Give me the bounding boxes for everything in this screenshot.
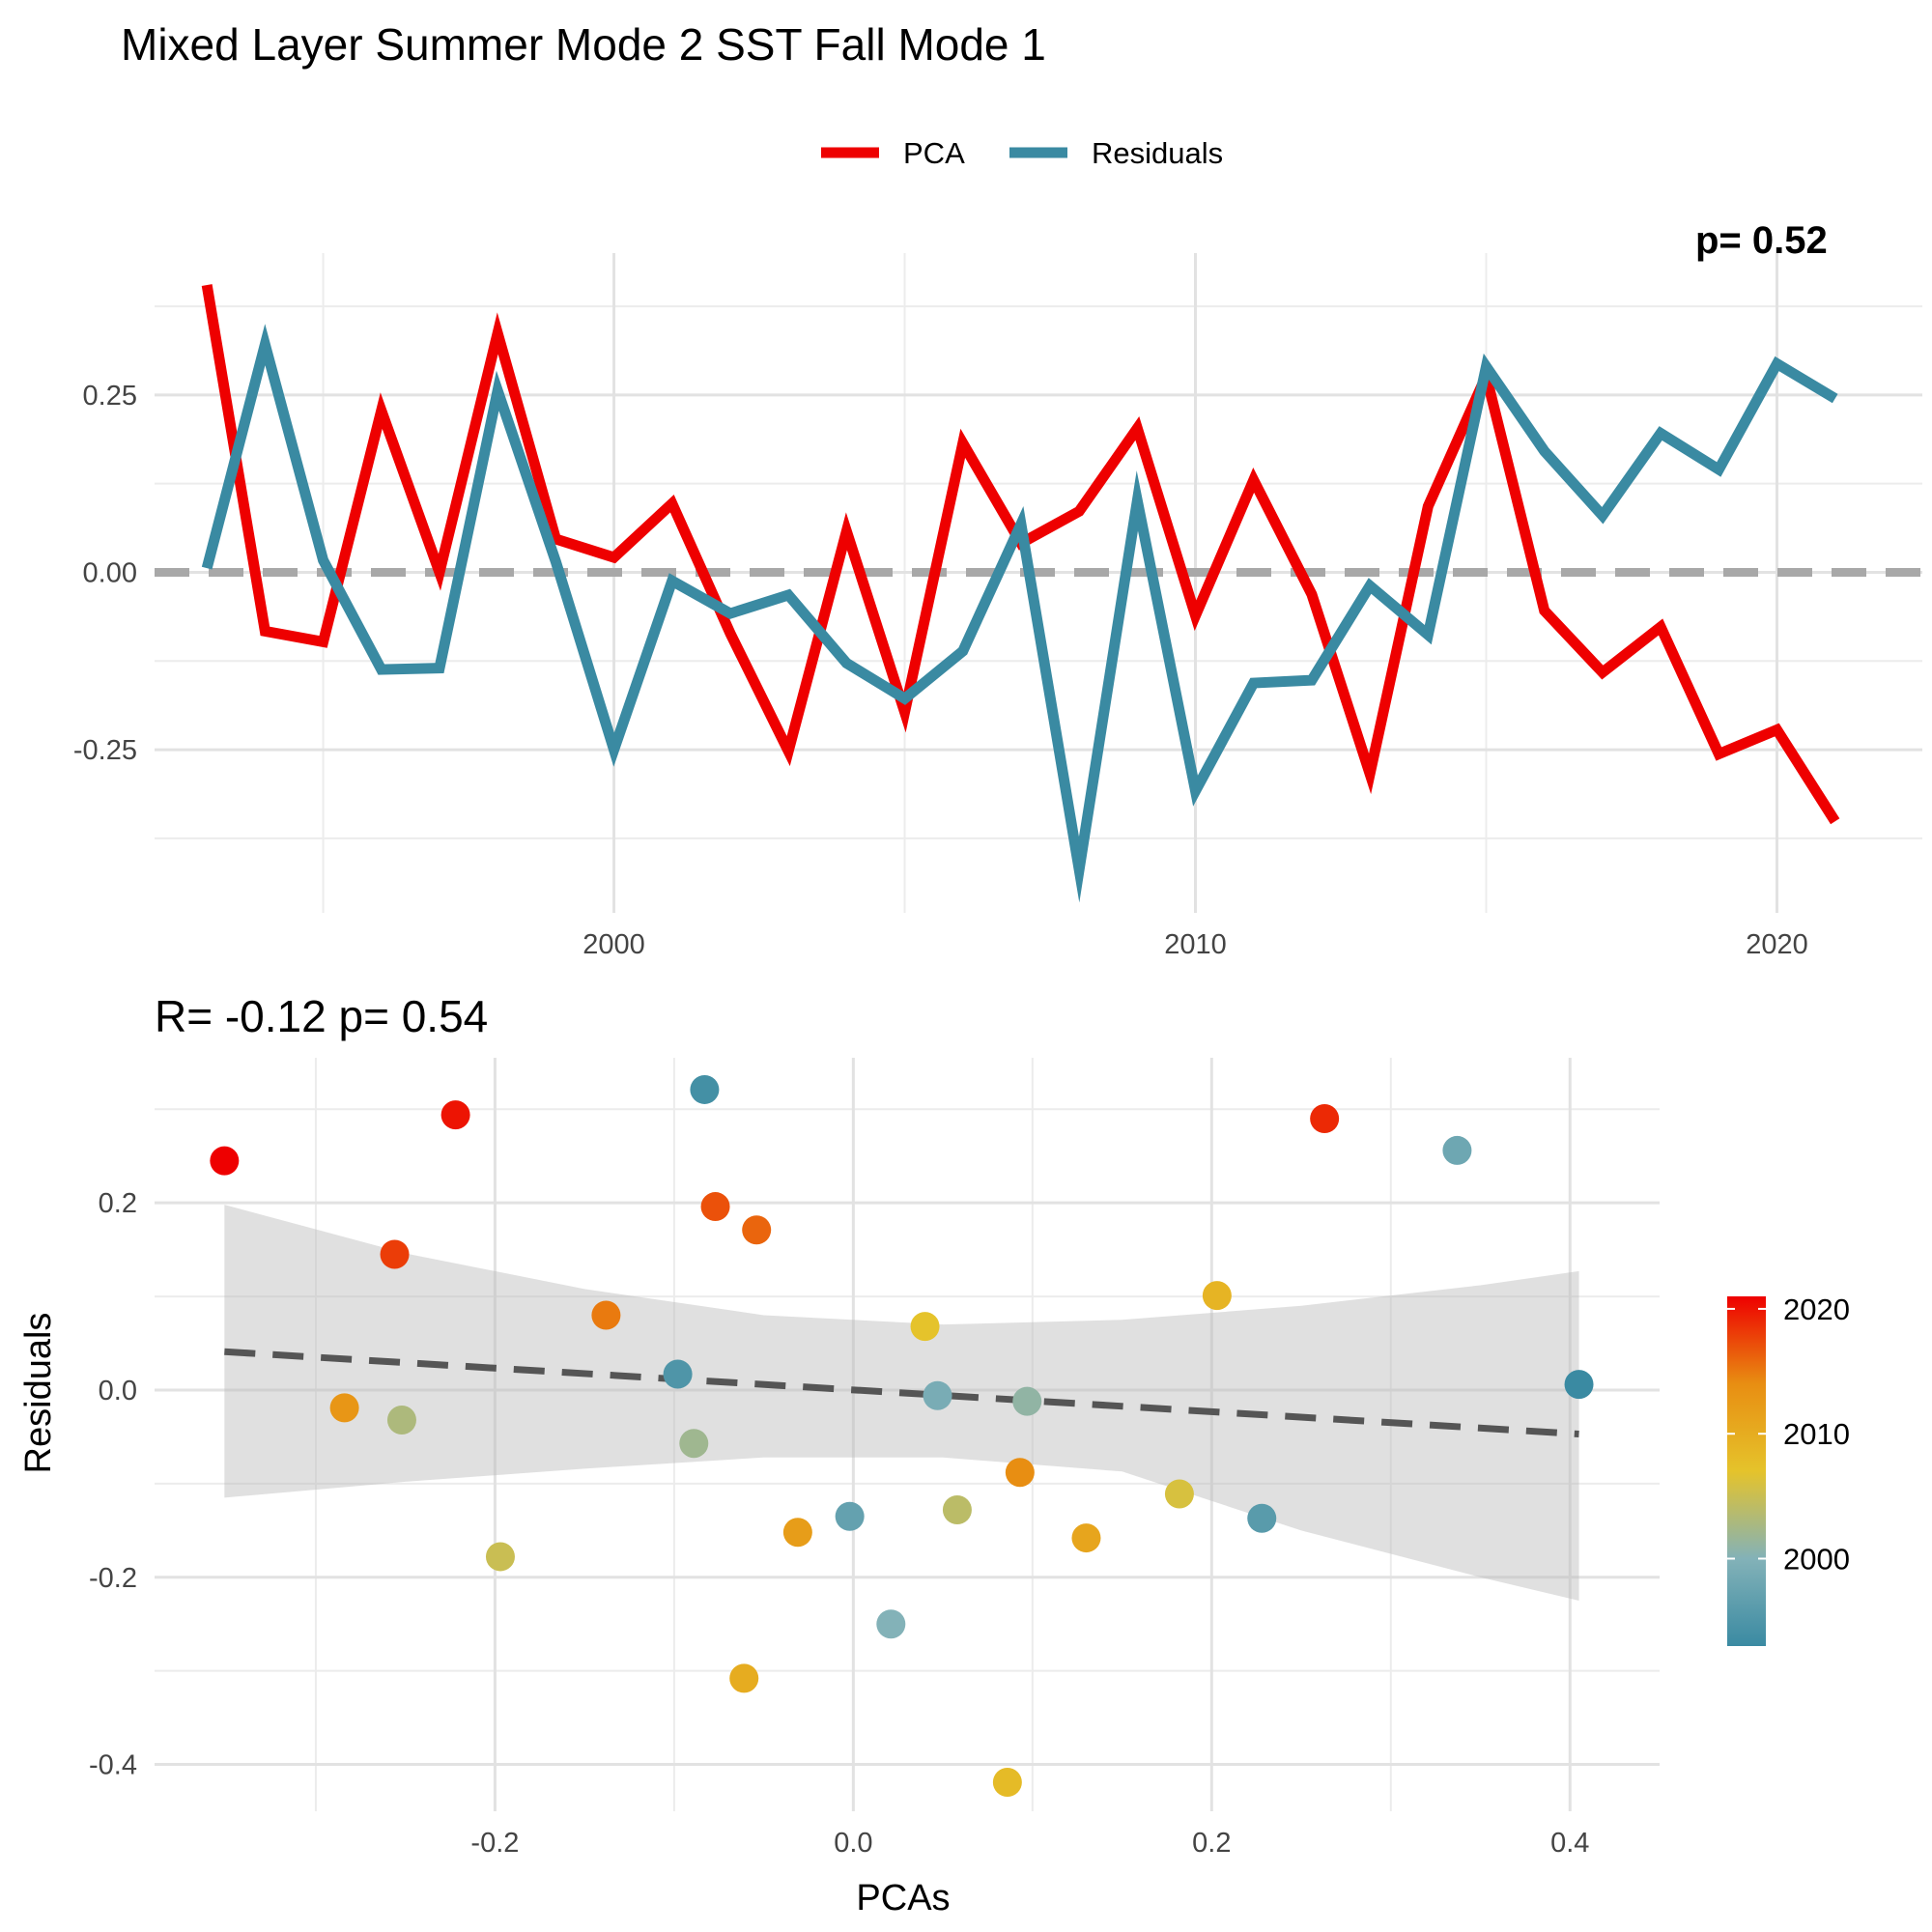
legend-label-residuals: Residuals bbox=[1092, 136, 1223, 170]
scatter-point bbox=[1164, 1479, 1194, 1509]
scatter-point bbox=[485, 1542, 515, 1572]
scatter-point bbox=[1310, 1103, 1340, 1133]
colorbar: 2020 2010 2000 bbox=[1727, 1293, 1850, 1646]
trend-line bbox=[224, 1348, 1579, 1438]
scatter-point bbox=[591, 1300, 621, 1330]
y-tick-label: -0.4 bbox=[89, 1750, 137, 1781]
legend: PCA Residuals bbox=[821, 136, 1223, 170]
scatter-point bbox=[992, 1767, 1022, 1797]
scatter-point bbox=[742, 1215, 772, 1245]
scatter-point bbox=[440, 1100, 470, 1130]
legend-label-pca: PCA bbox=[903, 136, 965, 170]
colorbar-tick-label: 2010 bbox=[1783, 1417, 1850, 1451]
x-tick-label: 0.4 bbox=[1550, 1828, 1589, 1859]
scatter-subtitle: R= -0.12 p= 0.54 bbox=[155, 991, 488, 1041]
y-tick-label: 0.25 bbox=[83, 381, 137, 412]
colorbar-gradient bbox=[1727, 1296, 1766, 1646]
colorbar-tick-label: 2000 bbox=[1783, 1543, 1850, 1577]
scatter-point bbox=[1071, 1523, 1101, 1553]
scatter-point bbox=[1202, 1281, 1232, 1311]
scatter-point bbox=[663, 1359, 693, 1389]
scatter-points bbox=[210, 1074, 1594, 1797]
scatter-point bbox=[1005, 1458, 1035, 1488]
scatter-point bbox=[942, 1495, 972, 1524]
timeseries-gridlines bbox=[155, 253, 1922, 913]
x-tick-label: 0.0 bbox=[834, 1828, 872, 1859]
x-tick-label: 2000 bbox=[582, 929, 645, 960]
y-tick-label: 0.0 bbox=[99, 1376, 137, 1406]
timeseries-tick-labels: 2000 2010 2020 0.25 0.00 -0.25 bbox=[73, 381, 1808, 960]
y-tick-label: 0.00 bbox=[83, 557, 137, 588]
colorbar-tick-label: 2020 bbox=[1783, 1293, 1850, 1326]
x-tick-label: 2010 bbox=[1164, 929, 1227, 960]
scatter-tick-labels: -0.2 0.0 0.2 0.4 0.2 0.0 -0.2 -0.4 bbox=[89, 1188, 1589, 1859]
scatter-point bbox=[329, 1393, 359, 1423]
scatter-point bbox=[910, 1312, 940, 1342]
scatter-point bbox=[1012, 1386, 1042, 1416]
scatter-point bbox=[923, 1380, 952, 1410]
scatter-gridlines bbox=[155, 1058, 1660, 1811]
scatter-point bbox=[386, 1405, 416, 1435]
x-axis-title: PCAs bbox=[856, 1878, 950, 1918]
x-tick-label: 2020 bbox=[1746, 929, 1808, 960]
confidence-band bbox=[224, 1205, 1579, 1601]
scatter-point bbox=[700, 1192, 730, 1222]
y-tick-label: 0.2 bbox=[99, 1188, 137, 1219]
series-line-residuals bbox=[201, 324, 1838, 903]
corner-statistic: p= 0.52 bbox=[1695, 219, 1828, 262]
scatter-point bbox=[1442, 1135, 1472, 1165]
scatter-point bbox=[782, 1518, 812, 1548]
chart-title: Mixed Layer Summer Mode 2 SST Fall Mode … bbox=[121, 19, 1046, 70]
scatter-point bbox=[690, 1074, 720, 1104]
scatter-point bbox=[729, 1663, 759, 1693]
scatter-point bbox=[1247, 1503, 1277, 1533]
scatter-point bbox=[679, 1429, 709, 1459]
y-tick-label: -0.2 bbox=[89, 1563, 137, 1594]
y-tick-label: -0.25 bbox=[73, 735, 137, 766]
scatter-point bbox=[876, 1609, 906, 1639]
y-axis-title: Residuals bbox=[18, 1313, 59, 1474]
colorbar-ticks: 2020 2010 2000 bbox=[1727, 1293, 1850, 1577]
scatter-point bbox=[835, 1501, 865, 1531]
scatter-point bbox=[380, 1239, 410, 1269]
timeseries-lines bbox=[201, 284, 1840, 903]
x-tick-label: -0.2 bbox=[470, 1828, 519, 1859]
x-tick-label: 0.2 bbox=[1192, 1828, 1231, 1859]
scatter-point bbox=[210, 1146, 240, 1176]
scatter-point bbox=[1564, 1370, 1594, 1400]
